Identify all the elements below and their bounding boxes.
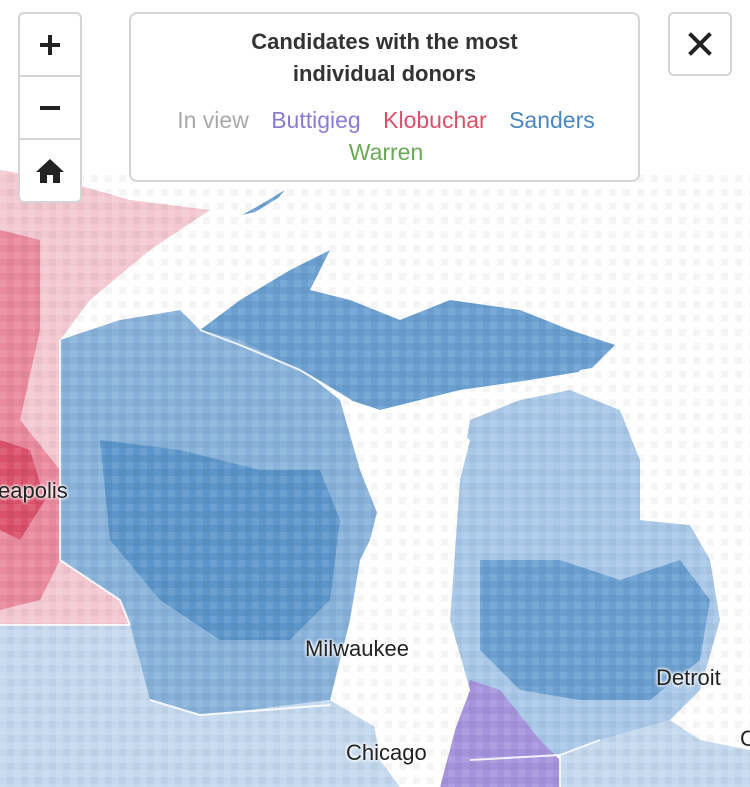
zoom-controls	[18, 12, 82, 203]
legend-item-sanders[interactable]: Sanders	[509, 107, 595, 133]
city-label-cleveland-partial: C	[740, 726, 750, 751]
city-label-milwaukee: Milwaukee	[305, 636, 409, 661]
legend-item-warren[interactable]: Warren	[348, 139, 424, 165]
city-label-chicago: Chicago	[346, 740, 427, 765]
legend-items: In view Buttigieg Klobuchar Sanders Warr…	[151, 104, 621, 168]
legend-title: Candidates with the most individual dono…	[251, 29, 518, 86]
city-label-minneapolis: eapolis	[0, 478, 68, 503]
home-icon	[36, 158, 64, 183]
zoom-out-button[interactable]	[20, 77, 80, 140]
legend-item-buttigieg[interactable]: Buttigieg	[271, 107, 361, 133]
plus-icon	[40, 34, 60, 55]
legend-panel: Candidates with the most individual dono…	[129, 12, 640, 182]
legend-item-in-view[interactable]: In view	[177, 107, 249, 133]
city-label-detroit: Detroit	[656, 665, 721, 690]
legend-item-klobuchar[interactable]: Klobuchar	[383, 107, 487, 133]
close-button[interactable]	[668, 12, 732, 76]
minus-icon	[40, 105, 60, 110]
close-icon	[688, 32, 712, 56]
state-borders	[0, 329, 601, 787]
zoom-in-button[interactable]	[20, 14, 80, 77]
home-button[interactable]	[20, 140, 80, 201]
